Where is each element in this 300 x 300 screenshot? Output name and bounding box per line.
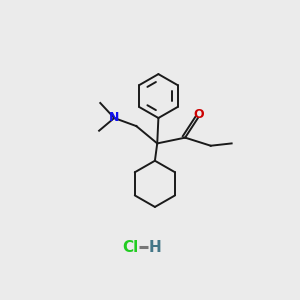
- Text: H: H: [148, 240, 161, 255]
- Text: N: N: [109, 111, 119, 124]
- Text: O: O: [194, 108, 204, 121]
- Text: Cl: Cl: [122, 240, 139, 255]
